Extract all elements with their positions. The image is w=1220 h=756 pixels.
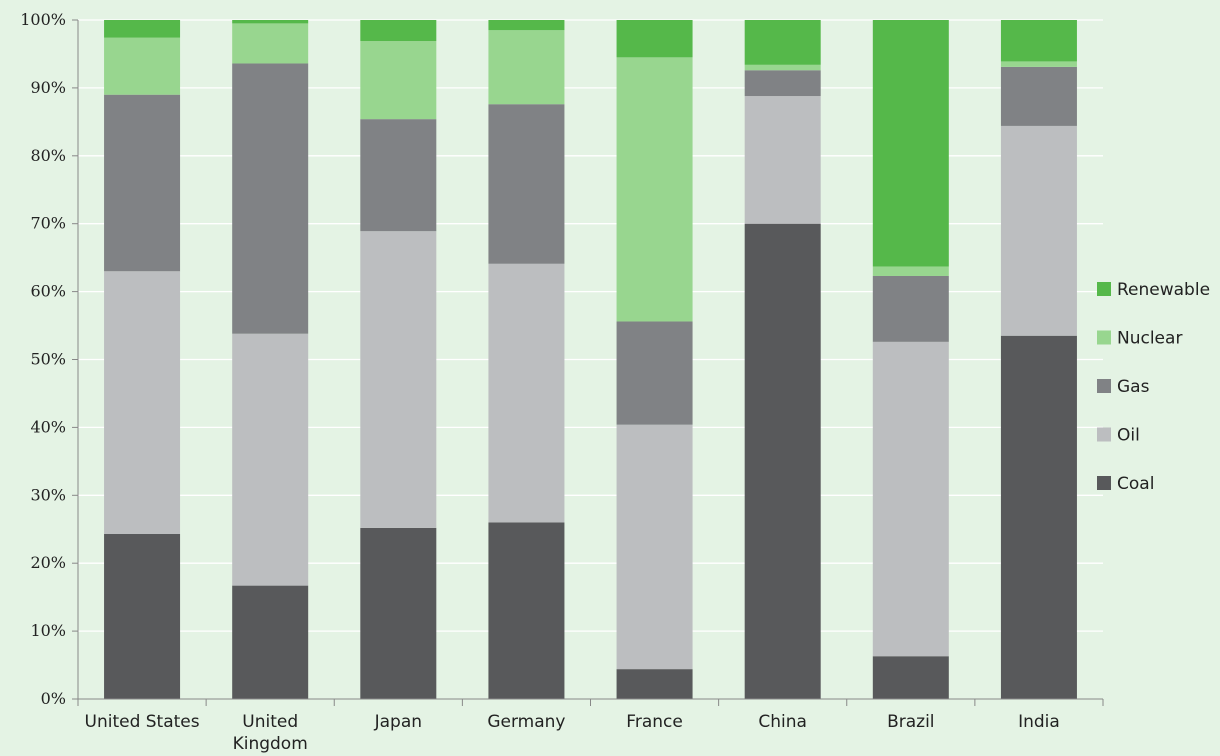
legend-swatch bbox=[1097, 427, 1111, 442]
bar-oil-china bbox=[744, 96, 821, 224]
bar-oil-france bbox=[616, 424, 693, 670]
y-tick-label: 70% bbox=[30, 214, 66, 233]
x-tick-label: United Kingdom bbox=[233, 712, 308, 754]
bar-gas-china bbox=[744, 70, 821, 97]
y-tick-label: 40% bbox=[30, 417, 66, 436]
bar-coal-france bbox=[616, 669, 693, 699]
bar-renewable-india bbox=[1000, 20, 1077, 62]
bar-coal-china bbox=[744, 223, 821, 699]
bar-oil-united-kingdom bbox=[232, 333, 309, 586]
bar-renewable-france bbox=[616, 20, 693, 58]
bar-oil-india bbox=[1000, 125, 1077, 336]
bar-nuclear-china bbox=[744, 64, 821, 71]
x-tick-label: United States bbox=[85, 712, 200, 732]
legend-label: Renewable bbox=[1117, 280, 1210, 300]
bar-gas-germany bbox=[488, 104, 565, 264]
y-axis-ticks: 0% 10% 20% 30% 40% 50% 60% 70% 80% 90% 100% bbox=[20, 10, 66, 708]
bar-nuclear-japan bbox=[360, 41, 437, 120]
legend-label: Nuclear bbox=[1117, 329, 1182, 349]
legend-item-nuclear: Nuclear bbox=[1097, 329, 1182, 349]
legend-swatch bbox=[1097, 379, 1111, 393]
bar-gas-japan bbox=[360, 119, 437, 232]
y-tick-label: 60% bbox=[30, 282, 66, 301]
y-tick-label: 50% bbox=[30, 350, 66, 369]
bar-oil-japan bbox=[360, 231, 437, 528]
legend-item-coal: Coal bbox=[1097, 474, 1154, 494]
gridlines bbox=[78, 19, 1103, 632]
bar-renewable-china bbox=[744, 20, 821, 65]
bar-coal-united-kingdom bbox=[232, 585, 309, 699]
bar-gas-india bbox=[1000, 66, 1077, 126]
bar-coal-japan bbox=[360, 527, 437, 699]
x-tick-label: China bbox=[758, 712, 807, 732]
y-tick-label: 90% bbox=[30, 78, 66, 97]
bar-renewable-brazil bbox=[872, 20, 949, 267]
bar-oil-germany bbox=[488, 263, 565, 523]
legend-item-gas: Gas bbox=[1097, 377, 1150, 397]
legend-swatch bbox=[1097, 476, 1111, 490]
x-axis-ticks: United States United Kingdom Japan Germany Fr… bbox=[85, 712, 1060, 754]
bar-gas-united-states bbox=[104, 94, 181, 272]
y-tick-label: 20% bbox=[30, 553, 66, 572]
bar-coal-germany bbox=[488, 522, 565, 699]
x-tick-label: Germany bbox=[487, 712, 565, 732]
bar-renewable-japan bbox=[360, 20, 437, 42]
bar-nuclear-united-states bbox=[104, 37, 181, 95]
bar-gas-brazil bbox=[872, 275, 949, 342]
bar-renewable-united-kingdom bbox=[232, 20, 309, 24]
y-tick-label: 80% bbox=[30, 146, 66, 165]
bar-nuclear-france bbox=[616, 57, 693, 322]
bar-coal-india bbox=[1000, 335, 1077, 699]
bar-nuclear-united-kingdom bbox=[232, 23, 309, 64]
bar-nuclear-brazil bbox=[872, 266, 949, 276]
legend-swatch bbox=[1097, 282, 1111, 296]
axes bbox=[72, 19, 1104, 706]
x-tick-label: India bbox=[1018, 712, 1060, 732]
legend-item-renewable: Renewable bbox=[1097, 280, 1210, 300]
bar-coal-brazil bbox=[872, 656, 949, 699]
legend-item-oil: Oil bbox=[1097, 426, 1140, 446]
bar-renewable-united-states bbox=[104, 20, 181, 38]
bars bbox=[104, 20, 1077, 699]
bar-oil-united-states bbox=[104, 271, 181, 535]
y-tick-label: 30% bbox=[30, 485, 66, 504]
bar-coal-united-states bbox=[104, 534, 181, 699]
y-tick-label: 100% bbox=[20, 10, 66, 29]
legend: Renewable Nuclear Gas Oil Coal bbox=[1097, 280, 1210, 494]
legend-label: Oil bbox=[1117, 426, 1140, 446]
x-tick-label: Brazil bbox=[887, 712, 934, 732]
legend-swatch bbox=[1097, 330, 1111, 345]
bar-oil-brazil bbox=[872, 341, 949, 657]
y-tick-label: 0% bbox=[41, 689, 66, 708]
legend-label: Gas bbox=[1117, 377, 1150, 397]
bar-nuclear-germany bbox=[488, 30, 565, 105]
bar-gas-france bbox=[616, 321, 693, 425]
x-tick-label: Japan bbox=[374, 712, 422, 732]
bar-gas-united-kingdom bbox=[232, 63, 309, 334]
bar-nuclear-india bbox=[1000, 61, 1077, 67]
y-tick-label: 10% bbox=[30, 621, 66, 640]
legend-label: Coal bbox=[1117, 474, 1154, 494]
bar-renewable-germany bbox=[488, 20, 565, 31]
x-tick-label: France bbox=[626, 712, 683, 732]
